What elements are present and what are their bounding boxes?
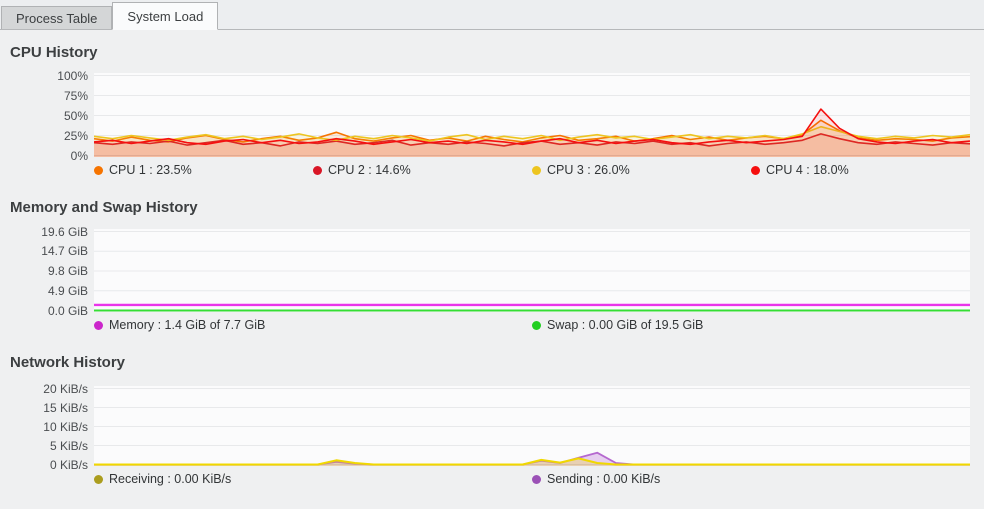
- cpu3-dot-icon: [532, 165, 541, 175]
- y-tick-label: 0%: [70, 148, 88, 163]
- y-tick-label: 20 KiB/s: [43, 381, 88, 396]
- cpu-history-section: CPU History 100% 75% 50% 25% 0% CPU 1 : …: [0, 43, 984, 185]
- memory-chart: [94, 229, 970, 312]
- y-tick-label: 4.9 GiB: [47, 283, 88, 298]
- y-tick-label: 9.8 GiB: [47, 264, 88, 278]
- y-tick-label: 25%: [63, 128, 88, 143]
- legend-label: CPU 1 : 23.5%: [109, 163, 192, 177]
- y-tick-label: 14.7 GiB: [41, 244, 88, 259]
- legend-label: Swap : 0.00 GiB of 19.5 GiB: [547, 318, 704, 332]
- network-y-axis: 20 KiB/s 15 KiB/s 10 KiB/s 5 KiB/s 0 KiB…: [0, 382, 94, 472]
- tab-process-table[interactable]: Process Table: [1, 6, 113, 29]
- legend-label: Receiving : 0.00 KiB/s: [109, 472, 232, 486]
- cpu-y-axis: 100% 75% 50% 25% 0%: [0, 69, 94, 163]
- legend-label: CPU 3 : 26.0%: [547, 163, 630, 177]
- cpu-legend: CPU 1 : 23.5% CPU 2 : 14.6% CPU 3 : 26.0…: [94, 157, 970, 185]
- legend-item-cpu4: CPU 4 : 18.0%: [751, 163, 970, 177]
- memory-legend: Memory : 1.4 GiB of 7.7 GiB Swap : 0.00 …: [94, 312, 970, 340]
- memory-dot-icon: [94, 320, 103, 330]
- sending-dot-icon: [532, 474, 541, 484]
- legend-item-swap: Swap : 0.00 GiB of 19.5 GiB: [532, 318, 970, 332]
- y-tick-label: 10 KiB/s: [43, 419, 88, 434]
- y-tick-label: 0.0 GiB: [47, 303, 88, 318]
- network-chart-canvas: [94, 388, 970, 466]
- cpu1-dot-icon: [94, 165, 103, 175]
- legend-item-cpu1: CPU 1 : 23.5%: [94, 163, 313, 177]
- legend-label: CPU 4 : 18.0%: [766, 163, 849, 177]
- memory-swap-section: Memory and Swap History 19.6 GiB 14.7 Gi…: [0, 198, 984, 340]
- y-tick-label: 15 KiB/s: [43, 400, 88, 415]
- network-history-section: Network History 20 KiB/s 15 KiB/s 10 KiB…: [0, 353, 984, 494]
- tab-system-load[interactable]: System Load: [112, 2, 219, 30]
- legend-item-cpu2: CPU 2 : 14.6%: [313, 163, 532, 177]
- y-tick-label: 0 KiB/s: [49, 457, 88, 472]
- legend-label: Sending : 0.00 KiB/s: [547, 472, 661, 486]
- cpu2-dot-icon: [313, 165, 322, 175]
- y-tick-label: 75%: [63, 88, 88, 103]
- swap-dot-icon: [532, 320, 541, 330]
- network-chart: [94, 386, 970, 466]
- cpu-history-title: CPU History: [10, 44, 98, 61]
- network-legend: Receiving : 0.00 KiB/s Sending : 0.00 Ki…: [94, 466, 970, 494]
- receiving-dot-icon: [94, 474, 103, 484]
- y-tick-label: 19.6 GiB: [41, 224, 88, 239]
- network-history-title: Network History: [10, 354, 126, 371]
- memory-chart-canvas: [94, 231, 970, 312]
- cpu-chart: [94, 73, 970, 157]
- tab-bar: Process Table System Load: [0, 0, 984, 30]
- legend-item-memory: Memory : 1.4 GiB of 7.7 GiB: [94, 318, 532, 332]
- memory-y-axis: 19.6 GiB 14.7 GiB 9.8 GiB 4.9 GiB 0.0 Gi…: [0, 225, 94, 318]
- legend-label: Memory : 1.4 GiB of 7.7 GiB: [109, 318, 266, 332]
- legend-item-cpu3: CPU 3 : 26.0%: [532, 163, 751, 177]
- legend-label: CPU 2 : 14.6%: [328, 163, 411, 177]
- cpu-chart-canvas: [94, 75, 970, 157]
- legend-item-sending: Sending : 0.00 KiB/s: [532, 472, 970, 486]
- cpu4-dot-icon: [751, 165, 760, 175]
- y-tick-label: 50%: [63, 108, 88, 123]
- legend-item-receiving: Receiving : 0.00 KiB/s: [94, 472, 532, 486]
- memory-swap-title: Memory and Swap History: [10, 199, 198, 216]
- y-tick-label: 100%: [57, 68, 88, 83]
- y-tick-label: 5 KiB/s: [49, 438, 88, 453]
